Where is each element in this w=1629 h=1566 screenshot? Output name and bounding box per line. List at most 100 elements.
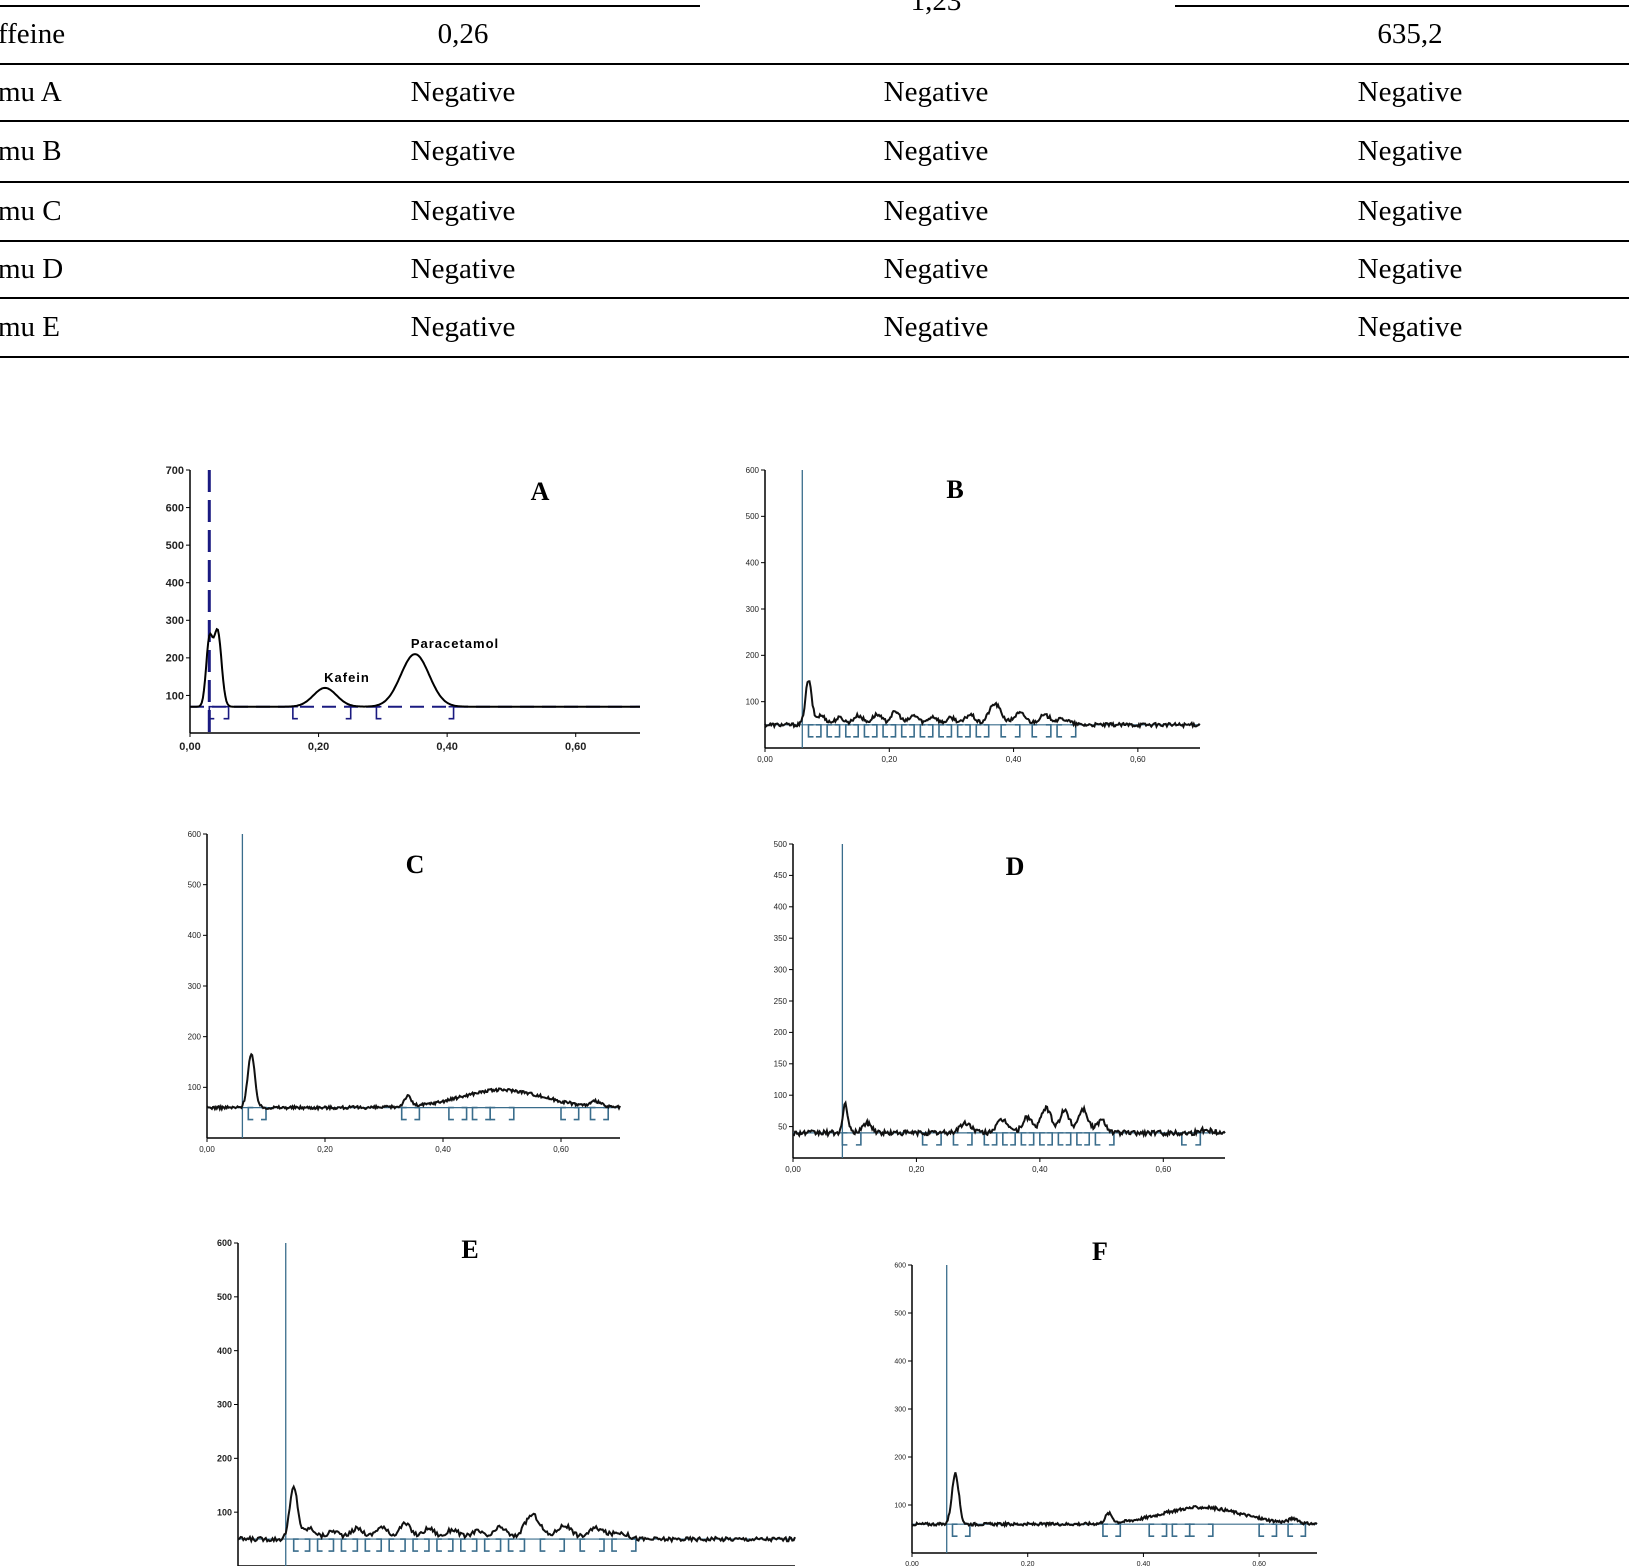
panel-letter: F [1092,1237,1108,1266]
y-tick-label: 150 [774,1060,788,1069]
integration-bracket [375,705,455,720]
y-tick-label: 600 [217,1238,232,1248]
integration-bracket [611,1538,637,1552]
panel-letter: C [406,850,425,879]
integration-bracket [471,1106,491,1121]
row-label: mu C [0,195,62,227]
chromatogram-panel-c: 100 200 300 400 500 600 0,00 0,20 0,40 0,60 C [185,830,655,1198]
x-tick-label: 0,60 [1130,755,1146,764]
y-tick-label: 100 [894,1502,906,1509]
x-tick-label: 0,20 [881,755,897,764]
y-tick-label: 300 [188,982,202,991]
y-tick-label: 500 [166,540,184,552]
y-tick-label: 100 [746,697,760,706]
row-rule [0,181,1629,183]
y-tick-label: 200 [166,653,184,665]
integration-bracket [208,705,230,720]
x-tick-label: 0,20 [317,1145,333,1154]
chromatogram-f-svg: 100 200 300 400 500 600 0,00 0,20 0,40 0,60 F [894,1237,1318,1566]
x-tick-label: 0,00 [199,1145,215,1154]
y-tick-label: 300 [166,615,184,627]
integration-bracket [1102,1523,1122,1537]
integration-bracket [938,724,953,738]
chromatogram-panel-f: 100 200 300 400 500 600 0,00 0,20 0,40 0,60 F [880,1237,1320,1566]
y-tick-label: 600 [188,830,202,839]
integration-bracket [975,724,990,738]
x-tick-label: 0,00 [757,755,773,764]
integration-bracket [952,1132,973,1146]
y-tick-label: 300 [746,605,760,614]
chromatogram-panel-b: 100 200 300 400 500 600 0,00 0,20 0,40 0,60 B [746,466,1255,800]
integration-bracket [1000,724,1021,738]
row-value: Negative [410,311,516,343]
integration-bracket [364,1538,383,1552]
x-tick-label: 0,60 [565,741,586,753]
y-tick-label: 350 [774,934,788,943]
integration-bracket [1287,1523,1307,1537]
integration-bracket [1031,724,1052,738]
panel-letter: E [461,1235,478,1264]
integration-bracket [1094,1132,1115,1146]
row-value: Negative [1357,195,1463,227]
y-tick-label: 50 [778,1122,787,1131]
chromatogram-panel-a: 100 200 300 400 500 600 700 0,00 0,20 0,40 0,60 Kaf… [150,465,680,800]
integration-bracket [292,1538,311,1552]
y-tick-label: 450 [774,871,788,880]
row-label: mu E [0,311,61,343]
x-tick-label: 0,40 [435,1145,451,1154]
peak-label: Kafein [324,670,370,685]
y-tick-label: 400 [217,1346,232,1356]
y-tick-label: 200 [188,1032,202,1041]
chromatogram-e-svg: 100 200 300 400 500 600 E [217,1235,796,1566]
x-tick-label: 0,00 [785,1165,801,1174]
chromatogram-b-svg: 100 200 300 400 500 600 0,00 0,20 0,40 0,60 B [746,466,1201,764]
integration-bracket [1039,1132,1053,1146]
x-tick-label: 0,60 [1252,1561,1266,1566]
integration-bracket [807,724,822,738]
row-rule [0,120,1629,122]
y-tick-label: 400 [894,1358,906,1365]
x-tick-label: 0,60 [1155,1165,1171,1174]
integration-bracket [388,1538,406,1552]
x-tick-label: 0,20 [308,741,329,753]
row-value: Negative [410,76,516,108]
integration-bracket [1171,1523,1191,1537]
x-tick-label: 0,40 [1006,755,1022,764]
header-partial-value: 1,23 [910,0,962,17]
y-tick-label: 100 [166,690,184,702]
y-tick-label: 300 [217,1400,232,1410]
panel-letter: D [1006,852,1025,881]
integration-bracket [436,1538,454,1552]
chromatogram-panel-d: 50 100 150 200 250 300 350 400 450 500 0,00 0,20 0,4… [774,840,1255,1200]
integration-bracket [900,724,915,738]
row-value: Negative [1357,76,1463,108]
y-tick-label: 200 [217,1453,232,1463]
integration-bracket [589,1106,609,1121]
integration-bracket [1056,724,1077,738]
y-tick-label: 400 [774,903,788,912]
integration-bracket [460,1538,478,1552]
y-tick-label: 500 [894,1310,906,1317]
row-value: Negative [1357,135,1463,167]
integration-bracket [1002,1132,1016,1146]
x-tick-label: 0,40 [1137,1561,1151,1566]
y-tick-label: 400 [166,578,184,590]
row-value: Negative [883,311,989,343]
row-value: Negative [883,253,989,285]
table-bottom-rule [0,356,1629,358]
y-tick-label: 100 [774,1091,788,1100]
row-value: Negative [410,253,516,285]
row-value: Negative [410,195,516,227]
integration-bracket [1258,1523,1278,1537]
integration-bracket [448,1106,468,1121]
x-tick-label: 0,00 [905,1561,919,1566]
y-tick-label: 100 [217,1507,232,1517]
integration-bracket [844,724,860,738]
integration-bracket [841,1132,862,1146]
integration-bracket [1148,1523,1168,1537]
row-value: Negative [1357,253,1463,285]
y-tick-label: 500 [746,512,760,521]
row-rule [0,297,1629,299]
y-tick-label: 400 [746,558,760,567]
row-label: ffeine [0,18,66,50]
